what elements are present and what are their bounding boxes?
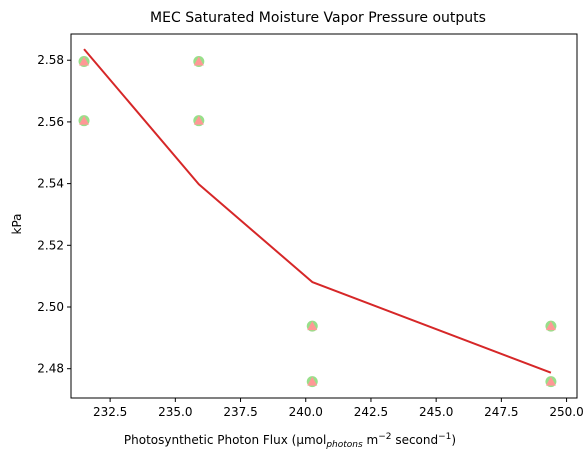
x-tick-label: 237.5 <box>223 405 257 419</box>
plot-area <box>78 48 557 388</box>
scatter-point-triangle <box>307 376 318 386</box>
y-tick-label: 2.56 <box>37 115 64 129</box>
scatter-point-triangle <box>79 56 90 66</box>
scatter-point-triangle <box>307 321 318 331</box>
scatter-point-triangle <box>79 115 90 125</box>
x-tick-label: 240.0 <box>289 405 323 419</box>
x-tick-label: 250.0 <box>549 405 583 419</box>
scatter-point-triangle <box>193 115 204 125</box>
y-tick-label: 2.58 <box>37 53 64 67</box>
x-axis-label-mid-2: second <box>392 433 439 447</box>
x-axis-label-superscript-1: −2 <box>378 432 391 442</box>
x-axis-label-suffix: ) <box>451 433 456 447</box>
x-axis-ticks: 232.5 235.0 237.5 240.0 242.5 245.0 247.5 250.0 <box>93 398 584 419</box>
axes-frame <box>70 33 578 399</box>
y-tick-label: 2.52 <box>37 238 64 252</box>
x-axis-label-superscript-2: −1 <box>438 432 451 442</box>
scatter-series-front <box>79 56 556 386</box>
x-axis-label-subscript: photons <box>325 440 363 450</box>
y-tick-label: 2.54 <box>37 177 64 191</box>
y-tick-label: 2.48 <box>37 362 64 376</box>
x-tick-label: 232.5 <box>93 405 127 419</box>
y-tick-label: 2.50 <box>37 300 64 314</box>
x-tick-label: 242.5 <box>354 405 388 419</box>
x-tick-label: 235.0 <box>158 405 192 419</box>
y-axis-label: kPa <box>10 214 24 235</box>
scatter-point-triangle <box>545 376 556 386</box>
x-tick-label: 247.5 <box>484 405 518 419</box>
trend-line <box>83 48 552 374</box>
scatter-point-triangle <box>545 321 556 331</box>
x-axis-label: Photosynthetic Photon Flux (µmolphotons … <box>124 432 456 450</box>
x-axis-label-prefix: Photosynthetic Photon Flux (µmol <box>124 433 326 447</box>
chart-title: MEC Saturated Moisture Vapor Pressure ou… <box>150 10 486 26</box>
x-axis-label-mid: m <box>363 433 379 447</box>
scatter-point-triangle <box>193 56 204 66</box>
y-axis-ticks: 2.48 2.50 2.52 2.54 2.56 2.58 <box>37 53 71 376</box>
x-tick-label: 245.0 <box>419 405 453 419</box>
